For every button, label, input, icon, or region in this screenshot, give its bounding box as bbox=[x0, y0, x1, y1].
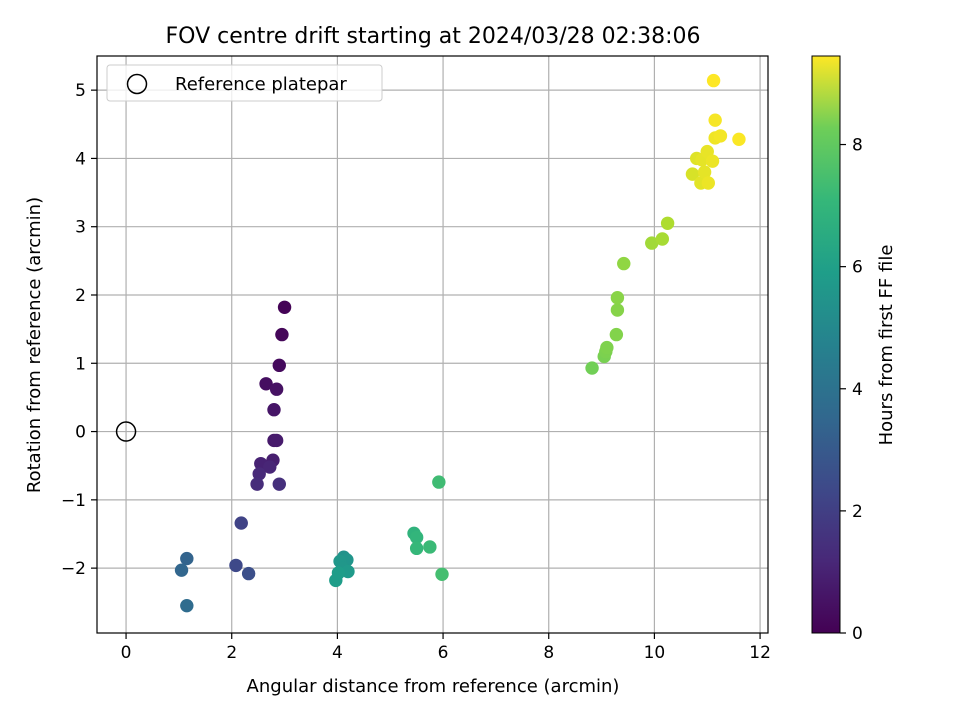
data-point bbox=[713, 129, 728, 143]
data-point bbox=[655, 232, 670, 246]
data-point bbox=[252, 467, 266, 481]
chart-title: FOV centre drift starting at 2024/03/28 … bbox=[166, 24, 701, 49]
colorbar-tick-label: 8 bbox=[852, 136, 863, 156]
y-axis-ticks: −2 −1 0 1 2 3 4 5 bbox=[61, 81, 97, 579]
reference-marker bbox=[115, 421, 137, 442]
colorbar-tick-label: 2 bbox=[852, 502, 863, 522]
y-axis-label: Rotation from reference (arcmin) bbox=[24, 197, 45, 493]
y-tick-label: 0 bbox=[75, 423, 86, 443]
x-tick-label: 6 bbox=[438, 643, 449, 663]
data-point bbox=[259, 377, 273, 391]
data-point bbox=[706, 73, 721, 88]
data-point bbox=[610, 303, 625, 317]
data-point bbox=[705, 154, 720, 168]
data-point bbox=[234, 516, 248, 530]
data-point bbox=[409, 541, 424, 556]
data-point bbox=[263, 460, 277, 474]
x-tick-label: 12 bbox=[749, 643, 771, 663]
x-tick-label: 4 bbox=[332, 643, 343, 663]
colorbar-tick-label: 6 bbox=[852, 258, 863, 278]
data-point bbox=[275, 327, 289, 342]
y-tick-label: 2 bbox=[75, 286, 86, 306]
data-point bbox=[180, 551, 194, 566]
y-tick-label: −1 bbox=[61, 491, 86, 511]
reference-platepar-marker bbox=[115, 421, 137, 442]
x-tick-label: 2 bbox=[226, 643, 237, 663]
data-point bbox=[174, 563, 189, 577]
data-point bbox=[329, 573, 343, 588]
y-tick-label: 3 bbox=[75, 218, 86, 238]
data-point bbox=[685, 167, 700, 181]
colorbar: 0 2 4 6 8 Hours from first FF file bbox=[811, 55, 897, 644]
legend-box bbox=[106, 64, 383, 102]
colorbar-label: Hours from first FF file bbox=[876, 245, 897, 446]
data-point bbox=[267, 403, 281, 417]
legend-entry-reference: Reference platepar bbox=[175, 74, 347, 95]
data-point bbox=[269, 433, 284, 448]
data-point bbox=[272, 477, 286, 491]
x-tick-label: 8 bbox=[543, 643, 554, 663]
data-point bbox=[241, 566, 256, 581]
x-axis-ticks: 0 2 4 6 8 10 12 bbox=[121, 633, 771, 663]
data-point bbox=[250, 477, 264, 491]
data-point bbox=[423, 540, 437, 554]
y-tick-label: 4 bbox=[75, 149, 86, 169]
data-point bbox=[585, 361, 599, 375]
data-point bbox=[269, 382, 284, 396]
data-point bbox=[272, 358, 286, 373]
data-point bbox=[617, 256, 631, 271]
data-point bbox=[180, 598, 194, 613]
data-point bbox=[610, 291, 625, 305]
data-point bbox=[701, 176, 715, 190]
data-point bbox=[732, 132, 746, 147]
x-tick-label: 0 bbox=[121, 643, 132, 663]
legend-marker-reference bbox=[126, 73, 148, 95]
legend: Reference platepar bbox=[106, 64, 383, 102]
y-tick-label: 5 bbox=[75, 81, 86, 101]
data-point bbox=[600, 340, 614, 355]
data-point bbox=[229, 558, 243, 573]
data-point bbox=[432, 475, 446, 489]
x-tick-label: 10 bbox=[644, 643, 666, 663]
data-point bbox=[708, 113, 722, 127]
grid bbox=[97, 56, 768, 633]
colorbar-ticks: 0 2 4 6 8 bbox=[840, 136, 863, 644]
axes-frame bbox=[96, 55, 769, 634]
data-point bbox=[277, 300, 292, 314]
data-point bbox=[409, 530, 424, 545]
colorbar-gradient bbox=[811, 55, 841, 634]
data-point bbox=[645, 236, 659, 250]
data-point bbox=[660, 216, 675, 230]
data-point bbox=[697, 165, 712, 179]
scatter-points bbox=[174, 73, 746, 613]
data-point bbox=[609, 327, 624, 342]
x-axis-label: Angular distance from reference (arcmin) bbox=[247, 676, 620, 697]
colorbar-tick-label: 4 bbox=[852, 380, 863, 400]
y-tick-label: −2 bbox=[61, 559, 86, 579]
y-tick-label: 1 bbox=[75, 354, 86, 374]
data-point bbox=[435, 567, 449, 581]
colorbar-tick-label: 0 bbox=[852, 624, 863, 644]
